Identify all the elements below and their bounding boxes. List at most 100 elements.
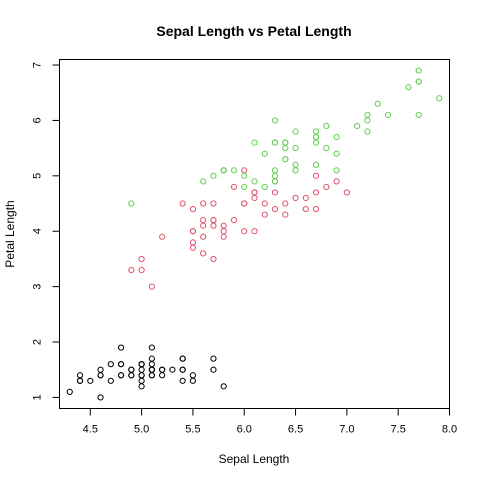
data-point bbox=[292, 167, 299, 174]
data-point bbox=[241, 183, 248, 191]
y-tick-label: 6 bbox=[32, 117, 44, 123]
data-point bbox=[210, 222, 217, 229]
data-point bbox=[251, 178, 258, 185]
data-point bbox=[138, 255, 145, 263]
data-point bbox=[312, 189, 320, 196]
data-point bbox=[436, 95, 443, 102]
data-point bbox=[148, 344, 155, 351]
data-point bbox=[282, 211, 289, 218]
data-point bbox=[200, 200, 207, 207]
data-point bbox=[87, 377, 94, 384]
data-point bbox=[323, 145, 330, 152]
data-point bbox=[374, 100, 381, 107]
data-point bbox=[66, 388, 73, 395]
data-point bbox=[128, 200, 135, 207]
data-point bbox=[312, 133, 320, 141]
x-tick-label: 6.0 bbox=[237, 424, 252, 436]
data-point bbox=[312, 172, 320, 179]
data-point bbox=[220, 233, 227, 240]
data-point bbox=[271, 205, 279, 213]
data-point bbox=[97, 372, 104, 379]
data-point bbox=[292, 161, 299, 168]
data-point bbox=[271, 189, 279, 196]
x-tick-label: 6.5 bbox=[288, 424, 303, 436]
data-point bbox=[230, 217, 238, 224]
y-tick-label: 4 bbox=[32, 228, 44, 234]
data-point bbox=[148, 361, 155, 368]
data-point bbox=[323, 122, 330, 130]
data-point bbox=[415, 111, 422, 118]
data-point bbox=[354, 122, 361, 130]
data-point bbox=[271, 172, 279, 179]
data-point bbox=[333, 133, 340, 141]
data-point bbox=[292, 145, 299, 152]
data-point bbox=[302, 194, 309, 202]
data-point bbox=[210, 217, 217, 224]
data-point bbox=[179, 377, 186, 384]
data-point bbox=[97, 366, 104, 373]
data-point bbox=[128, 366, 135, 373]
data-point bbox=[241, 167, 248, 174]
series-2 bbox=[128, 167, 350, 290]
data-point bbox=[220, 228, 227, 235]
data-point bbox=[210, 200, 217, 207]
data-point bbox=[189, 228, 197, 235]
y-axis: 1 2 3 4 5 6 7 bbox=[32, 62, 60, 400]
data-point bbox=[333, 178, 340, 185]
y-tick-label: 2 bbox=[32, 339, 44, 345]
data-point bbox=[200, 217, 207, 224]
data-point bbox=[138, 377, 145, 384]
data-point bbox=[148, 372, 155, 379]
data-point bbox=[384, 111, 392, 118]
data-point bbox=[138, 383, 145, 390]
data-point bbox=[282, 139, 289, 146]
chart-title: Sepal Length vs Petal Length bbox=[156, 23, 351, 39]
data-point bbox=[76, 377, 84, 384]
data-point bbox=[364, 111, 371, 118]
x-tick-label: 4.5 bbox=[83, 424, 98, 436]
y-tick-label: 5 bbox=[32, 173, 44, 179]
data-point bbox=[415, 78, 422, 85]
data-point bbox=[200, 222, 207, 229]
data-point bbox=[128, 372, 135, 379]
data-point bbox=[200, 178, 207, 185]
data-point bbox=[230, 183, 238, 191]
y-tick-label: 7 bbox=[32, 62, 44, 68]
data-point bbox=[302, 205, 309, 213]
data-points bbox=[66, 67, 443, 401]
data-point bbox=[323, 183, 330, 191]
data-point bbox=[117, 361, 125, 368]
data-point bbox=[189, 244, 197, 251]
data-point bbox=[148, 366, 155, 373]
data-point bbox=[251, 139, 258, 146]
data-point bbox=[261, 183, 268, 191]
data-point bbox=[271, 178, 279, 185]
data-point bbox=[251, 228, 258, 235]
data-point bbox=[148, 283, 155, 290]
data-point bbox=[138, 266, 145, 274]
x-tick-label: 7.5 bbox=[391, 424, 406, 436]
data-point bbox=[159, 366, 166, 373]
data-point bbox=[261, 211, 268, 218]
data-point bbox=[97, 394, 104, 401]
x-axis: 4.5 5.0 5.5 6.0 6.5 7.0 7.5 8.0 bbox=[83, 408, 457, 436]
data-point bbox=[241, 228, 248, 235]
data-point bbox=[251, 194, 258, 202]
data-point bbox=[138, 361, 145, 368]
data-point bbox=[189, 205, 197, 213]
data-point bbox=[128, 266, 135, 274]
data-point bbox=[76, 372, 84, 379]
x-tick-label: 5.5 bbox=[185, 424, 200, 436]
data-point bbox=[107, 377, 114, 384]
data-point bbox=[364, 128, 371, 135]
data-point bbox=[312, 205, 320, 213]
data-point bbox=[189, 372, 197, 379]
data-point bbox=[138, 366, 145, 373]
data-point bbox=[107, 361, 114, 368]
data-point bbox=[117, 372, 125, 379]
data-point bbox=[189, 239, 197, 246]
data-point bbox=[251, 189, 258, 196]
data-point bbox=[333, 150, 340, 157]
data-point bbox=[271, 139, 279, 146]
